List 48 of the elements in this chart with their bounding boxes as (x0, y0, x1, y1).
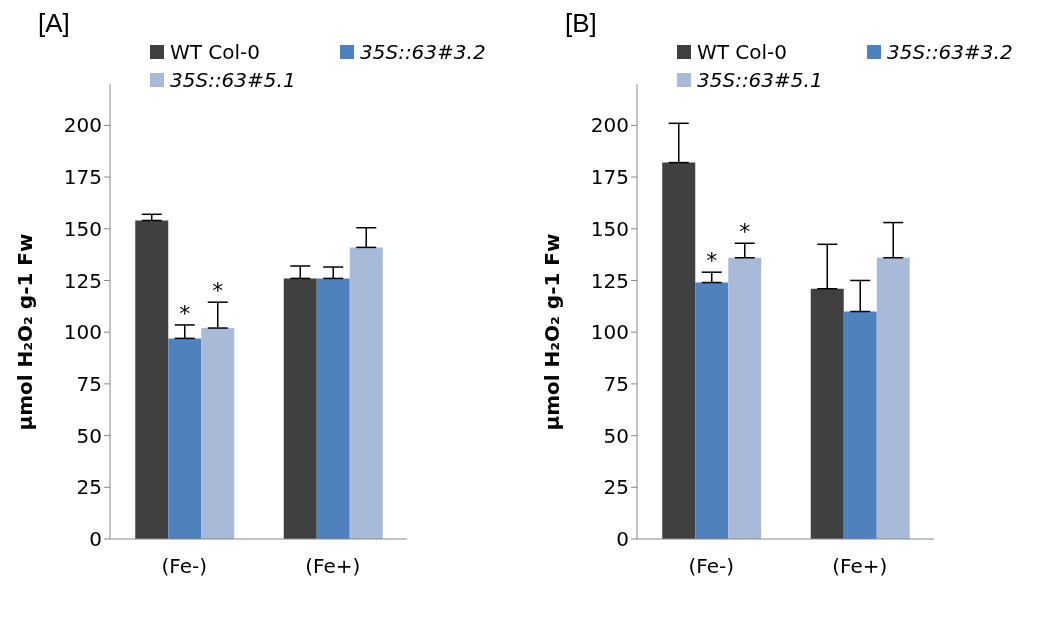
y-tick-label: 25 (603, 475, 629, 500)
y-tick-label: 200 (590, 113, 629, 138)
y-tick-label: 0 (89, 527, 102, 552)
legend-label: 35S::63#5.1 (697, 68, 823, 92)
y-tick-label: 200 (63, 113, 102, 138)
x-tick-label: (Fe-) (688, 554, 735, 579)
legend-label: WT Col-0 (697, 40, 788, 64)
y-axis-title: µmol H₂O₂ g-1 Fw (540, 233, 565, 430)
x-tick-label: (Fe+) (832, 554, 888, 579)
legend-label: 35S::63#3.2 (360, 40, 486, 64)
y-axis-title: µmol H₂O₂ g-1 Fw (13, 233, 38, 430)
x-tick-label: (Fe+) (305, 554, 361, 579)
y-tick-label: 125 (590, 268, 629, 293)
bar (201, 328, 235, 539)
data-label: * (739, 219, 751, 245)
y-tick-label: 150 (590, 216, 629, 241)
legend-label: WT Col-0 (170, 40, 261, 64)
bar (695, 282, 729, 539)
y-tick-label: 75 (603, 371, 629, 396)
bar (662, 162, 696, 539)
y-tick-label: 75 (76, 371, 102, 396)
y-tick-label: 150 (63, 216, 102, 241)
bar (728, 257, 762, 539)
y-tick-label: 0 (616, 527, 629, 552)
y-tick-label: 25 (76, 475, 102, 500)
y-tick-label: 50 (76, 423, 102, 448)
data-label: * (212, 278, 224, 304)
bar (810, 288, 844, 539)
bar (843, 311, 877, 539)
y-tick-label: 175 (590, 165, 629, 190)
y-tick-label: 100 (63, 320, 102, 345)
y-tick-label: 50 (603, 423, 629, 448)
chart-title: [A] (38, 8, 70, 39)
data-label: * (179, 300, 191, 326)
bar (135, 220, 169, 539)
bar (876, 257, 910, 539)
bar (168, 338, 202, 539)
y-tick-label: 100 (590, 320, 629, 345)
bar (283, 278, 317, 539)
chart-title: [B] (565, 8, 597, 39)
data-label: * (706, 248, 718, 274)
legend-label: 35S::63#5.1 (170, 68, 296, 92)
bar (349, 247, 383, 539)
bar (316, 278, 350, 539)
y-tick-label: 125 (63, 268, 102, 293)
x-tick-label: (Fe-) (161, 554, 208, 579)
legend-label: 35S::63#3.2 (887, 40, 1013, 64)
y-tick-label: 175 (63, 165, 102, 190)
